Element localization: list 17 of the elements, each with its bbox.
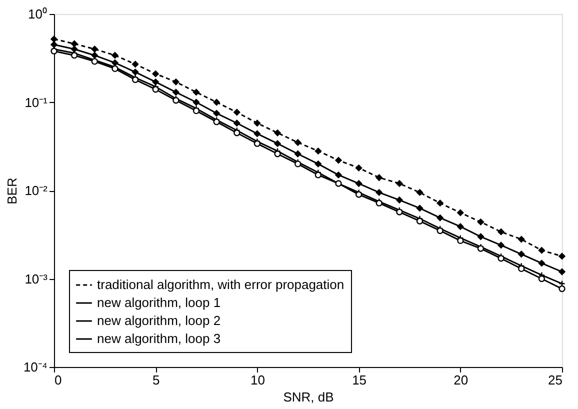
y-tick-label: 10⁻³ [24,271,48,286]
y-tick-label: 10⁻⁴ [23,360,48,374]
x-tick-label: 10 [250,372,265,388]
y-tick-label: 10⁻² [24,183,48,198]
x-tick-label: 20 [454,372,468,388]
legend-label: new algorithm, loop 1 [97,295,221,310]
legend-label: traditional algorithm, with error propagation [97,277,344,292]
x-tick-label: 0 [54,372,62,388]
y-axis-title: BER [4,178,20,204]
legend-label: new algorithm, loop 3 [97,331,221,346]
y-tick-label: 10⁻¹ [24,94,48,110]
y-tick-label: 10⁰ [28,6,48,22]
x-tick-label: 15 [352,372,367,388]
legend-label: new algorithm, loop 2 [97,313,221,328]
x-tick-label: 25 [548,372,562,388]
x-axis-title: SNR, dB [283,390,334,404]
x-tick-label: 5 [152,372,160,388]
